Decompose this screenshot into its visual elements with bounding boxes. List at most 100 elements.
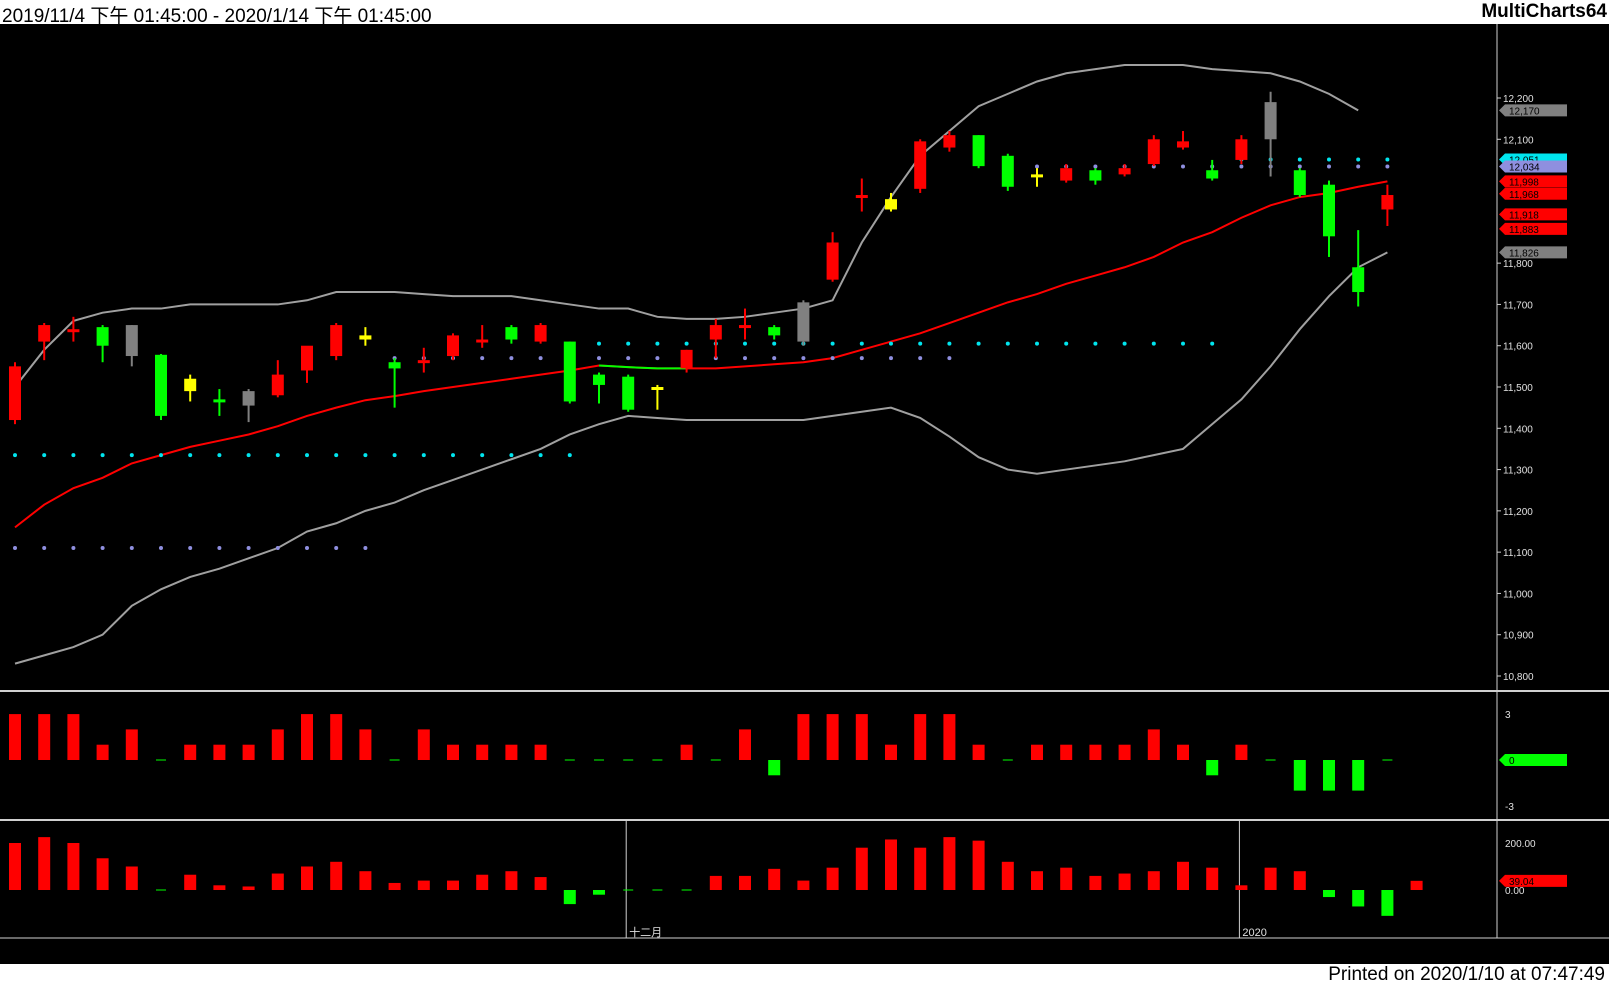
signal-dot bbox=[947, 341, 952, 346]
candle-body bbox=[1264, 102, 1277, 140]
price-value-tag: 11,968 bbox=[1499, 187, 1567, 201]
candle-body bbox=[943, 135, 956, 148]
osc2-bar bbox=[914, 847, 927, 890]
value-tag-label: 11,918 bbox=[1509, 210, 1539, 221]
osc2-bar bbox=[972, 840, 985, 890]
candle-body bbox=[593, 374, 605, 385]
osc1-bar bbox=[271, 729, 284, 760]
candle-body bbox=[563, 341, 576, 402]
signal-dot bbox=[918, 356, 923, 361]
value-tag-label: 12,170 bbox=[1509, 106, 1540, 117]
y-tick-label: 10,900 bbox=[1503, 631, 1534, 642]
osc2-bar bbox=[1177, 861, 1189, 890]
osc2-bar bbox=[1410, 880, 1423, 890]
value-tag-shape bbox=[1499, 160, 1567, 173]
osc1-bar bbox=[476, 744, 489, 760]
osc2-value-tag: 39.04 bbox=[1499, 874, 1567, 888]
osc2-bar bbox=[67, 843, 80, 890]
signal-dot bbox=[597, 341, 601, 346]
signal-dot bbox=[1356, 157, 1361, 162]
osc2-bar bbox=[826, 867, 839, 890]
signal-dot bbox=[947, 356, 952, 361]
candle-body bbox=[213, 399, 226, 403]
osc2-bar bbox=[739, 875, 751, 890]
value-tag-shape bbox=[1499, 222, 1567, 235]
osc1-bar bbox=[1060, 744, 1073, 760]
osc2-bar bbox=[1118, 873, 1131, 890]
signal-dot bbox=[1035, 164, 1039, 169]
osc2-bar bbox=[1264, 867, 1277, 890]
osc2-bar bbox=[855, 847, 868, 890]
candle-body bbox=[155, 354, 167, 416]
y-tick-label: 11,700 bbox=[1503, 300, 1533, 311]
osc1-bar bbox=[680, 744, 693, 760]
price-value-tag: 11,918 bbox=[1499, 208, 1567, 221]
candle-body bbox=[125, 325, 138, 357]
candle-body bbox=[1060, 168, 1073, 181]
signal-dot bbox=[13, 546, 17, 551]
y-tick-label: 11,800 bbox=[1503, 259, 1533, 270]
candle-body bbox=[1177, 141, 1189, 148]
signal-dot bbox=[743, 341, 747, 346]
upper-band-line bbox=[14, 63, 1359, 388]
osc2-bar bbox=[1381, 890, 1394, 916]
signal-dot bbox=[538, 356, 543, 361]
osc1-bar bbox=[184, 744, 197, 760]
signal-dot bbox=[567, 453, 572, 458]
value-tag-shape bbox=[1499, 104, 1567, 117]
candle-body bbox=[38, 325, 51, 342]
osc1-bar bbox=[96, 744, 109, 760]
osc1-bar bbox=[885, 744, 897, 760]
candle-body bbox=[242, 391, 255, 406]
signal-dot bbox=[159, 453, 163, 458]
osc2-bar bbox=[1147, 871, 1160, 890]
y-tick-label: 11,100 bbox=[1503, 548, 1533, 559]
osc2-bar bbox=[96, 858, 109, 890]
signal-dot bbox=[538, 453, 543, 458]
value-tag-shape bbox=[1499, 246, 1567, 259]
signal-dot bbox=[217, 453, 222, 458]
osc2-bar bbox=[242, 886, 255, 890]
signal-dot bbox=[509, 453, 514, 458]
osc2-bar bbox=[1060, 867, 1073, 890]
osc2-bar bbox=[330, 861, 343, 890]
signal-dot bbox=[305, 546, 309, 551]
signal-dot bbox=[334, 546, 339, 551]
chart-canvas[interactable]: 12,200 12,100 11,800 11,700 11,600 11,500 11,4… bbox=[0, 24, 1609, 964]
signal-dot bbox=[1210, 341, 1215, 346]
osc2-bar bbox=[1206, 867, 1219, 890]
x-tick-label: 十二月 bbox=[629, 925, 662, 939]
signal-dot bbox=[1297, 157, 1302, 162]
osc1-bar bbox=[1177, 744, 1189, 760]
osc1-bar bbox=[1206, 760, 1219, 776]
value-tag-label: 11,998 bbox=[1509, 177, 1539, 188]
signal-dot bbox=[421, 453, 426, 458]
candle-body bbox=[709, 325, 722, 340]
footer-bar: Printed on 2020/1/10 at 07:47:49 bbox=[0, 964, 1609, 987]
osc2-bar bbox=[213, 885, 226, 890]
y-tick-label: 11,200 bbox=[1503, 507, 1533, 518]
signal-dot bbox=[655, 341, 660, 346]
signal-dot bbox=[859, 341, 864, 346]
osc2-bar bbox=[885, 839, 897, 890]
osc1-bar bbox=[125, 729, 138, 760]
signal-dot bbox=[889, 341, 893, 346]
candle-body bbox=[1293, 170, 1306, 196]
y-tick-label: 11,300 bbox=[1503, 466, 1533, 477]
osc2-bar bbox=[1352, 890, 1365, 907]
price-value-tag: 11,998 bbox=[1499, 175, 1567, 188]
value-tag-label: 39.04 bbox=[1509, 877, 1534, 888]
chart-svg[interactable]: 12,200 12,100 11,800 11,700 11,600 11,500 11,4… bbox=[0, 24, 1609, 964]
osc1-bar bbox=[242, 744, 255, 760]
y-tick-label: 0.00 bbox=[1505, 886, 1525, 897]
lower-band-line bbox=[14, 251, 1388, 665]
candle-body bbox=[1235, 139, 1248, 160]
candle-body bbox=[301, 345, 313, 371]
signal-dot bbox=[159, 546, 163, 551]
signal-dot bbox=[275, 453, 280, 458]
osc2-bar bbox=[476, 874, 489, 890]
signal-dot bbox=[1327, 164, 1331, 169]
osc2-bar bbox=[593, 890, 605, 895]
candle-body bbox=[184, 378, 197, 392]
y-tick-label: 12,100 bbox=[1503, 135, 1534, 146]
